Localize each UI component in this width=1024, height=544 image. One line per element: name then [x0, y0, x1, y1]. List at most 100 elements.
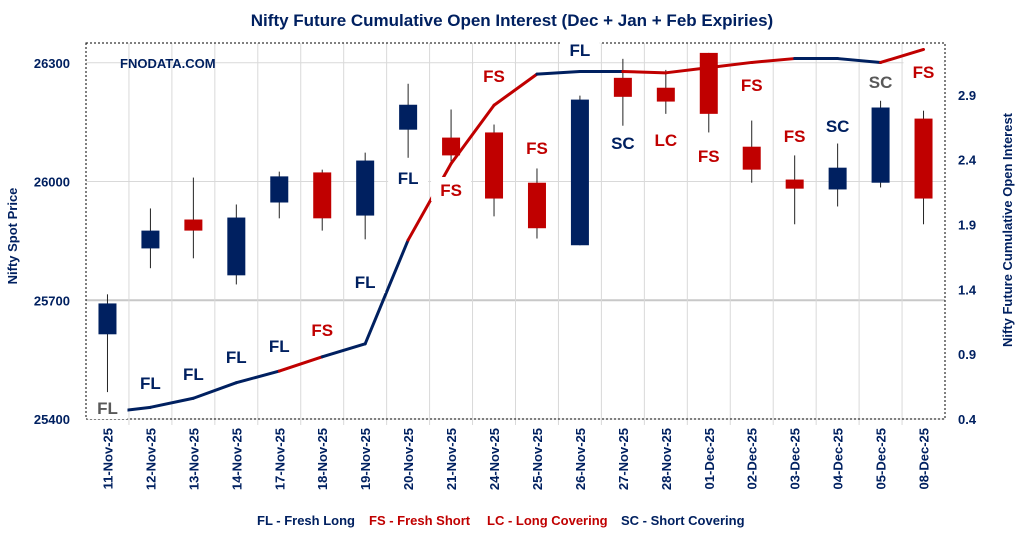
right-tick-label: 0.4 — [958, 412, 977, 427]
label-background — [817, 113, 858, 137]
label-background — [602, 130, 643, 154]
signal-label: LC — [654, 131, 677, 150]
x-tick-label: 13-Nov-25 — [186, 428, 201, 490]
x-tick-label: 08-Dec-25 — [917, 428, 932, 489]
candle-body — [442, 137, 461, 156]
candle-body — [699, 52, 718, 114]
signal-label: FS — [741, 76, 763, 95]
x-tick-label: 20-Nov-25 — [401, 428, 416, 490]
oi-segment — [535, 70, 582, 76]
signal-label: FS — [311, 321, 333, 340]
oi-segment — [406, 162, 453, 242]
candle-body — [399, 104, 418, 130]
right-axis: 0.4 0.9 1.4 1.9 2.4 2.9 — [958, 88, 977, 427]
candle-body — [742, 146, 761, 170]
label-background — [87, 395, 128, 419]
signal-label: FS — [440, 181, 462, 200]
x-tick-label: 05-Dec-25 — [874, 428, 889, 489]
signal-label: SC — [826, 117, 850, 136]
right-tick-label: 2.4 — [958, 153, 977, 168]
signal-label: FS — [698, 147, 720, 166]
watermark: FNODATA.COM — [120, 56, 216, 71]
label-background — [688, 143, 729, 167]
chart-title: Nifty Future Cumulative Open Interest (D… — [251, 11, 773, 30]
candle-body — [613, 77, 632, 97]
right-axis-title: Nifty Future Cumulative Open Interest — [1000, 112, 1015, 347]
signal-label: FL — [355, 273, 376, 292]
left-tick-label: 26300 — [34, 56, 70, 71]
plot-border — [85, 42, 946, 420]
right-tick-label: 0.9 — [958, 347, 976, 362]
signal-label: SC — [869, 73, 893, 92]
label-background — [774, 123, 815, 147]
oi-segment — [879, 47, 926, 64]
signal-labels: FL FL FL FL FL FS FL FL FS FS FS FL SC LC FS FS FS SC SC FS — [87, 37, 944, 419]
x-tick-label: 19-Nov-25 — [358, 428, 373, 490]
candle-body — [828, 167, 847, 190]
label-background — [645, 127, 686, 151]
gridlines — [86, 43, 945, 425]
x-tick-label: 01-Dec-25 — [702, 428, 717, 489]
candle-body — [98, 303, 117, 335]
candle-body — [527, 182, 546, 229]
label-background — [345, 269, 386, 293]
oi-segment — [664, 66, 711, 75]
label-background — [860, 69, 901, 93]
x-tick-label: 18-Nov-25 — [315, 428, 330, 490]
oi-segment — [621, 70, 668, 75]
candle-body — [914, 118, 933, 199]
open-interest-line — [105, 47, 926, 415]
signal-label: FL — [226, 348, 247, 367]
signal-label: FL — [140, 374, 161, 393]
left-axis: 25400 25700 26000 26300 — [34, 56, 70, 427]
x-tick-label: 21-Nov-25 — [444, 428, 459, 490]
signal-label: FL — [97, 399, 118, 418]
candle-body — [227, 217, 246, 276]
label-background — [388, 165, 429, 189]
legend-fl: FL - Fresh Long — [257, 513, 355, 528]
label-background — [216, 344, 257, 368]
candle-body — [313, 172, 332, 219]
x-tick-label: 26-Nov-25 — [573, 428, 588, 490]
left-tick-label: 25700 — [34, 293, 70, 308]
label-background — [559, 37, 600, 61]
candle-body — [270, 176, 289, 203]
oi-segment — [234, 369, 281, 385]
right-tick-label: 1.9 — [958, 218, 976, 233]
candle-body — [785, 179, 804, 189]
oi-segment — [191, 381, 238, 400]
oi-segment — [320, 342, 367, 359]
signal-label: FS — [483, 67, 505, 86]
label-background — [903, 59, 944, 83]
candle-body — [570, 99, 589, 246]
label-background — [431, 177, 472, 201]
label-background — [130, 370, 171, 394]
signal-label: FS — [526, 139, 548, 158]
signal-label: FS — [784, 127, 806, 146]
right-tick-label: 1.4 — [958, 282, 977, 297]
x-tick-label: 12-Nov-25 — [143, 428, 158, 490]
x-tick-label: 27-Nov-25 — [616, 428, 631, 490]
left-tick-label: 25400 — [34, 412, 70, 427]
signal-label: FS — [913, 63, 935, 82]
label-background — [474, 63, 515, 87]
oi-segment — [750, 57, 797, 64]
x-tick-label: 24-Nov-25 — [487, 428, 502, 490]
x-axis: 11-Nov-25 12-Nov-25 13-Nov-25 14-Nov-25 17-N… — [100, 428, 931, 490]
signal-label: FL — [269, 337, 290, 356]
signal-label: FL — [570, 41, 591, 60]
signal-label: SC — [611, 134, 635, 153]
label-background — [516, 135, 557, 159]
x-tick-label: 17-Nov-25 — [272, 428, 287, 490]
oi-segment — [148, 396, 195, 409]
x-tick-label: 03-Dec-25 — [788, 428, 803, 489]
x-tick-label: 28-Nov-25 — [659, 428, 674, 490]
x-tick-label: 25-Nov-25 — [530, 428, 545, 490]
oi-segment — [363, 238, 410, 346]
signal-label: FL — [183, 365, 204, 384]
candle-body — [485, 132, 504, 199]
legend-sc: SC - Short Covering — [621, 513, 745, 528]
oi-segment — [449, 103, 496, 166]
left-tick-label: 26000 — [34, 175, 70, 190]
signal-label: FL — [398, 169, 419, 188]
